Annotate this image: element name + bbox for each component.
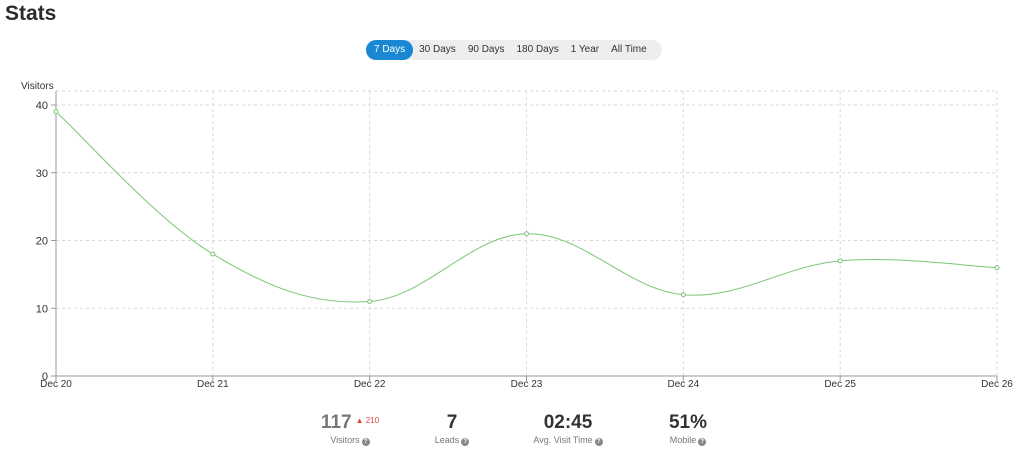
range-180-days-button[interactable]: 180 Days <box>516 44 559 55</box>
x-tick-label: Dec 25 <box>824 379 856 390</box>
data-point <box>994 265 1000 271</box>
stat-avg-visit-value: 02:45 <box>543 412 593 433</box>
date-range-selector: 7 Days 30 Days 90 Days 180 Days 1 Year A… <box>366 40 662 60</box>
data-point <box>53 109 59 115</box>
mobile-label-text: Mobile <box>669 435 697 445</box>
stat-avg-visit-time: 02:45 Avg. Visit Time? <box>518 412 618 446</box>
avg-visit-label-text: Avg. Visit Time <box>533 435 593 445</box>
visitors-change-badge: ▲ 210 <box>355 416 380 425</box>
y-tick-label: 30 <box>36 168 48 180</box>
stat-mobile: 51% Mobile? <box>658 412 718 446</box>
range-90-days-button[interactable]: 90 Days <box>467 44 505 55</box>
stat-mobile-value: 51% <box>668 412 708 433</box>
data-point <box>524 231 529 237</box>
data-point <box>210 251 216 257</box>
range-30-days-button[interactable]: 30 Days <box>419 44 456 55</box>
y-tick-label: 20 <box>36 236 48 248</box>
y-tick-label: 0 <box>42 371 48 383</box>
stat-leads-value: 7 <box>446 412 458 433</box>
stat-visitors-label: Visitors? <box>310 435 390 446</box>
stat-visitors-value: 117 ▲ 210 <box>310 412 390 434</box>
help-icon[interactable]: ? <box>698 438 707 446</box>
stats-summary: 117 ▲ 210 Visitors? 7 Leads? 02:45 Avg. V… <box>0 412 1024 456</box>
leads-label-text: Leads <box>434 435 460 445</box>
y-axis-label: Visitors <box>21 81 54 92</box>
page-title: Stats <box>5 2 57 25</box>
help-icon[interactable]: ? <box>461 438 470 446</box>
stat-mobile-label: Mobile? <box>658 435 718 446</box>
visitors-change-value: 210 <box>365 416 380 425</box>
data-point <box>367 298 373 304</box>
visitors-count: 117 <box>320 412 352 433</box>
y-tick-label: 40 <box>36 100 48 112</box>
x-tick-label: Dec 21 <box>197 379 229 390</box>
x-tick-label: Dec 22 <box>354 379 386 390</box>
stat-leads: 7 Leads? <box>422 412 482 446</box>
range-1-year-button[interactable]: 1 Year <box>570 44 600 55</box>
visitors-line-chart: 0 10 20 30 40 Dec 20 Dec 21 Dec 22 Dec 23 Dec 24 D… <box>21 81 1013 390</box>
stat-avg-visit-label: Avg. Visit Time? <box>518 435 618 446</box>
help-icon[interactable]: ? <box>594 438 603 446</box>
visitors-label-text: Visitors <box>330 435 360 445</box>
y-tick-label: 10 <box>36 303 48 315</box>
range-7-days-button[interactable]: 7 Days <box>366 40 414 60</box>
x-tick-label: Dec 26 <box>981 379 1013 390</box>
data-point <box>837 258 843 264</box>
x-tick-label: Dec 24 <box>667 379 699 390</box>
x-tick-label: Dec 23 <box>511 379 543 390</box>
range-all-time-button[interactable]: All Time <box>611 44 647 55</box>
stat-leads-label: Leads? <box>422 435 482 446</box>
data-point <box>680 292 686 298</box>
x-tick-label: Dec 20 <box>40 379 72 390</box>
help-icon[interactable]: ? <box>361 438 370 446</box>
stat-visitors: 117 ▲ 210 Visitors? <box>310 412 390 446</box>
